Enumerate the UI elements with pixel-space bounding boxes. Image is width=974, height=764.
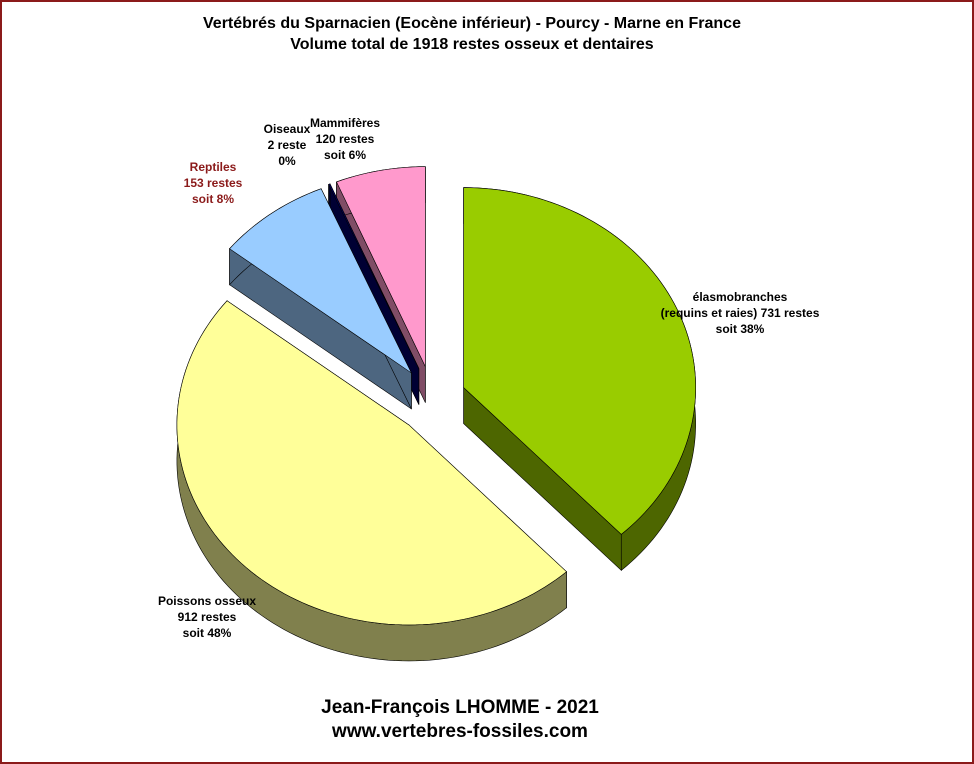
share-label: soit 38%: [716, 322, 765, 336]
chart-subtitle: Volume total de 1918 restes osseux et de…: [290, 36, 654, 53]
share-label: 0%: [278, 154, 296, 168]
slice: [463, 187, 696, 535]
value-label: 2 reste: [268, 138, 307, 152]
pie: [176, 166, 696, 662]
value-label: 731 restes: [761, 306, 820, 320]
value-label: 912 restes: [178, 610, 237, 624]
category-label: Oiseaux: [264, 122, 311, 136]
labels: élasmobranches (requins et raies) 731 res…: [158, 116, 820, 640]
category-description: (requins et raies): [661, 306, 758, 320]
author: Jean-François LHOMME - 2021: [321, 697, 599, 718]
category-label: Reptiles: [190, 160, 237, 174]
share-label: soit 8%: [192, 192, 234, 206]
share-label: soit 48%: [183, 626, 232, 640]
category-label: élasmobranches: [693, 290, 788, 304]
slice: [229, 188, 413, 374]
slice: [328, 183, 420, 369]
category-label: Poissons osseux: [158, 594, 256, 608]
value-label: 120 restes: [316, 132, 375, 146]
value-label-line: (requins et raies) 731 restes: [661, 306, 820, 320]
website: www.vertebres-fossiles.com: [331, 721, 588, 742]
chart-title: Vertébrés du Sparnacien (Eocène inférieu…: [203, 15, 741, 32]
slice: [336, 166, 426, 367]
slice: [176, 300, 567, 626]
value-label: 153 restes: [184, 176, 243, 190]
share-label: soit 6%: [324, 148, 366, 162]
category-label: Mammifères: [310, 116, 380, 130]
